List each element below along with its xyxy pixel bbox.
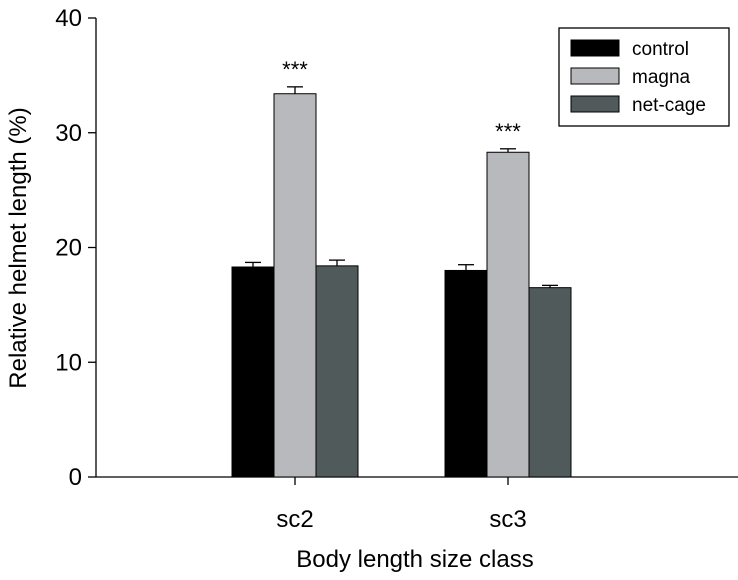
y-tick-label: 20 (55, 235, 82, 262)
significance-annotations: *** *** (282, 57, 521, 144)
bar-net-cage-sc3 (528, 287, 572, 478)
x-axis-ticks: sc2 sc3 (276, 477, 527, 533)
y-tick-label: 40 (55, 5, 82, 32)
legend-label-control: control (632, 39, 689, 60)
error-bar-group (245, 86, 558, 288)
y-axis-title: Relative helmet length (%) (5, 107, 32, 388)
legend-swatch-magna (570, 67, 620, 85)
bar-magna-sc2 (273, 93, 317, 478)
x-axis-title: Body length size class (296, 546, 533, 573)
significance-marker-sc2: *** (282, 57, 308, 82)
legend-label-magna: magna (632, 67, 691, 88)
significance-marker-sc3: *** (495, 119, 521, 144)
legend: control magna net-cage (558, 27, 730, 127)
bar-net-cage-sc2 (315, 265, 359, 478)
legend-swatch-net-cage (570, 95, 620, 113)
y-axis-ticks: 0 10 20 30 40 (55, 5, 96, 491)
legend-label-net-cage: net-cage (632, 95, 706, 116)
legend-swatch-control (570, 39, 620, 57)
y-tick-label: 30 (55, 120, 82, 147)
x-tick-label-sc2: sc2 (276, 506, 313, 533)
y-tick-label: 10 (55, 349, 82, 376)
bar-control-sc3 (444, 269, 488, 478)
y-tick-label: 0 (69, 464, 82, 491)
bar-series-group (231, 93, 572, 478)
bar-control-sc2 (231, 266, 275, 478)
bar-magna-sc3 (486, 151, 530, 478)
x-tick-label-sc3: sc3 (489, 506, 526, 533)
